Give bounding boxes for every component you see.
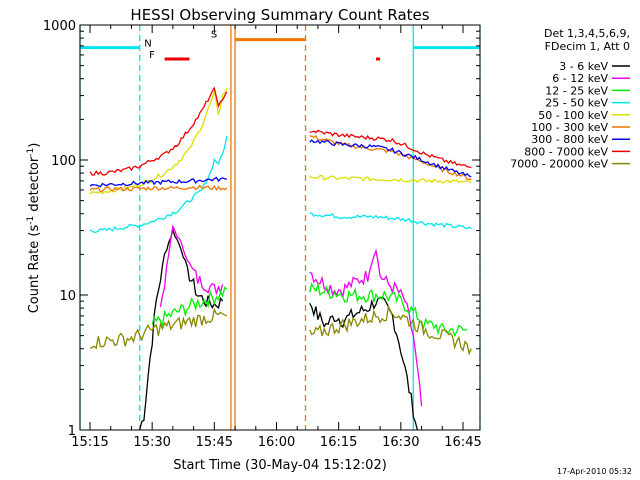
legend-label-2: 12 - 25 keV [545, 84, 608, 97]
y-tick-label-1: 1 [68, 424, 76, 439]
series-line-1-segment-0 [159, 224, 224, 308]
y-tick-label-10: 10 [59, 289, 76, 304]
series-line-3-segment-1 [309, 212, 472, 230]
x-tick-label-1645: 16:45 [444, 435, 481, 450]
y-tick-label-100: 100 [51, 154, 76, 169]
series-line-6-segment-0 [89, 176, 227, 188]
y-axis-label-mid: detector [27, 156, 42, 216]
interval-markers [79, 25, 481, 430]
legend-label-8: 7000 - 20000 keV [510, 158, 608, 171]
series-line-0-segment-1 [309, 296, 419, 431]
series-line-6-segment-1 [309, 139, 472, 178]
x-tick-label-1600: 16:00 [258, 435, 295, 450]
y-tick-label-1000: 1000 [43, 19, 76, 34]
y-axis-label-sup-1: -1 [26, 216, 36, 225]
legend-label-6: 300 - 800 keV [531, 133, 608, 146]
y-axis-label-sup-2: -1 [26, 148, 36, 157]
flag-label-N: N [144, 39, 151, 50]
y-axis-ticks: 1 10 100 1000 [43, 19, 480, 439]
series-line-4-segment-0 [89, 88, 228, 195]
plot-frame [79, 24, 481, 431]
legend-label-7: 800 - 7000 keV [524, 145, 608, 158]
footer-timestamp: 17-Apr-2010 05:32 [557, 467, 632, 476]
series-line-3-segment-0 [89, 136, 228, 233]
y-axis-label: Count Rate (s-1 detector-1) [26, 143, 42, 314]
x-axis-label: Start Time (30-May-04 15:12:02) [173, 458, 387, 473]
x-tick-label-1630: 16:30 [382, 435, 419, 450]
series-line-7-segment-1 [309, 129, 472, 169]
flag-label-F: F [149, 50, 155, 61]
series-line-2-segment-1 [309, 282, 468, 338]
series-lines [89, 86, 472, 431]
legend-label-0: 3 - 6 keV [559, 60, 608, 73]
series-line-7-segment-0 [89, 86, 228, 176]
legend-label-5: 100 - 300 keV [531, 121, 608, 134]
series-line-5-segment-1 [309, 135, 472, 181]
x-tick-label-1530: 15:30 [133, 435, 170, 450]
chart-title: HESSI Observing Summary Count Rates [130, 6, 429, 24]
legend-header-line-1: Det 1,3,4,5,6,9, [544, 27, 630, 40]
series-line-8-segment-0 [89, 307, 228, 350]
y-axis-label-main: Count Rate (s [27, 225, 42, 314]
series-line-8-segment-1 [309, 303, 472, 356]
legend-label-1: 6 - 12 keV [552, 72, 608, 85]
y-axis-label-end: ) [27, 143, 42, 148]
legend-header-line-2: FDecim 1, Att 0 [545, 40, 630, 53]
series-line-2-segment-0 [151, 286, 228, 328]
flag-label-S: S [211, 30, 217, 41]
series-line-4-segment-1 [309, 174, 472, 184]
x-tick-label-1545: 15:45 [196, 435, 233, 450]
x-tick-label-1615: 16:15 [320, 435, 357, 450]
x-axis-ticks: 15:15 15:30 15:45 16:00 16:15 16:30 16:45 [71, 25, 482, 450]
series-line-1-segment-1 [309, 248, 423, 407]
flag-bars: NF S [80, 30, 480, 61]
legend-label-4: 50 - 100 keV [538, 109, 608, 122]
x-tick-label-1515: 15:15 [71, 435, 108, 450]
series-line-5-segment-0 [89, 184, 228, 193]
legend-label-3: 25 - 50 keV [545, 97, 608, 110]
legend: Det 1,3,4,5,6,9, FDecim 1, Att 0 3 - 6 k… [510, 27, 630, 171]
